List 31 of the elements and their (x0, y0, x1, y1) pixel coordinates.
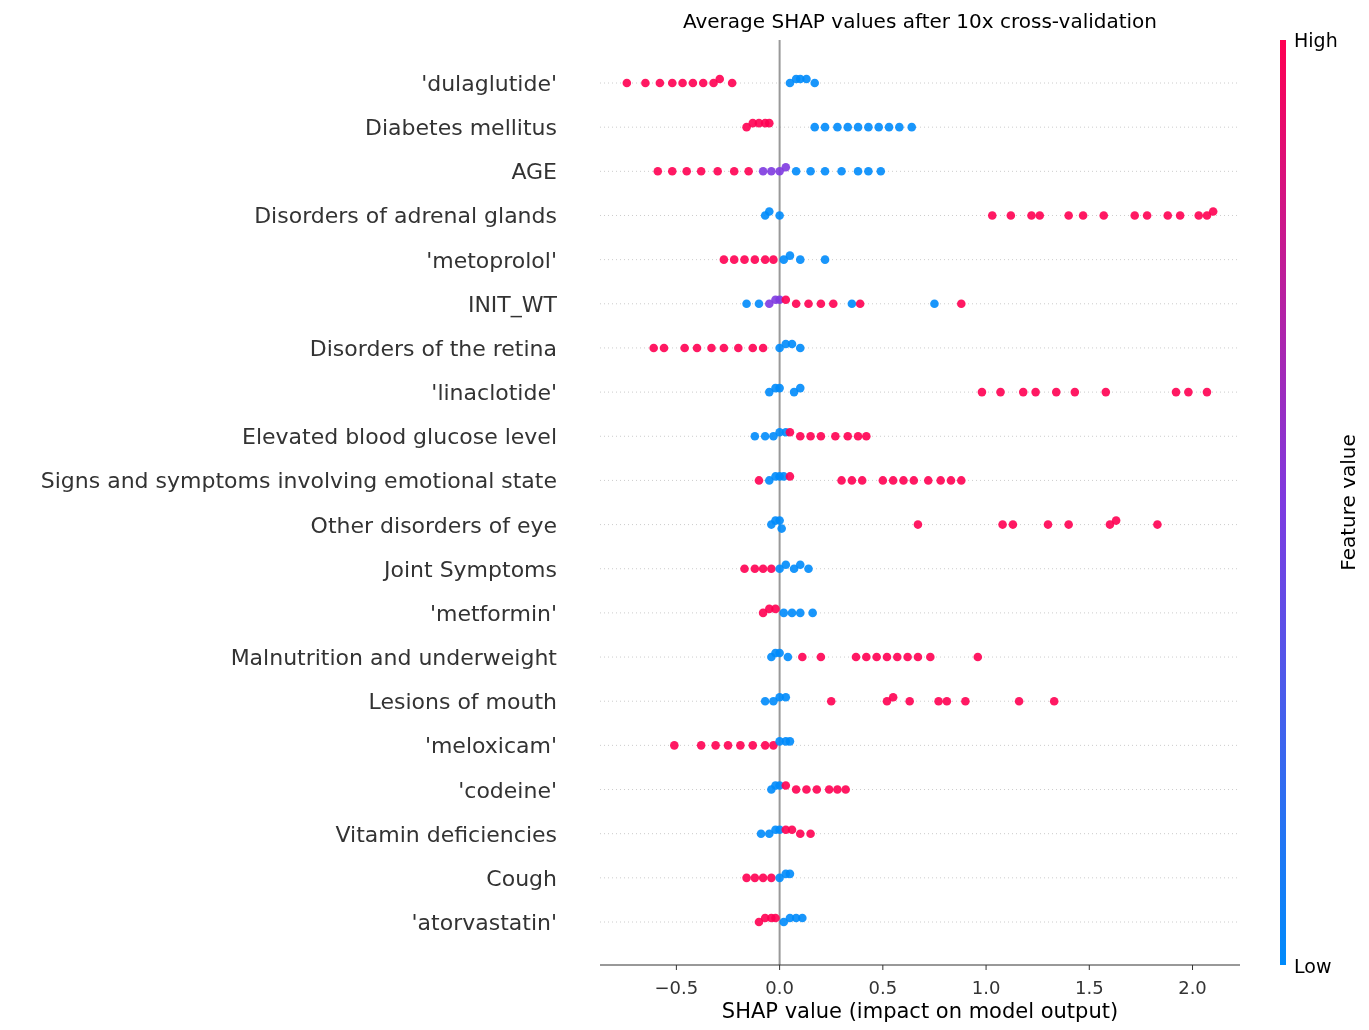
x-tick-label: −0.5 (654, 977, 699, 998)
y-tick-label: Vitamin deficiencies (335, 821, 557, 847)
y-tick-label: 'meloxicam' (424, 733, 557, 759)
y-tick-label: Cough (486, 865, 557, 891)
y-tick-label: 'dulaglutide' (421, 71, 557, 96)
y-tick-label: AGE (511, 159, 557, 185)
y-tick-label: Malnutrition and underweight (230, 645, 558, 671)
chart-title: Average SHAP values after 10x cross-validation (682, 9, 1158, 33)
y-tick-label: Other disorders of eye (310, 512, 557, 538)
x-tick-label: 1.0 (971, 977, 1001, 998)
x-tick-label: 0.0 (765, 977, 794, 998)
color-bar-label: Low (1294, 955, 1332, 977)
color-bar-label: High (1294, 29, 1338, 51)
y-tick-label: 'linaclotide' (431, 380, 557, 406)
y-tick-label: INIT_WT (467, 291, 558, 318)
y-tick-label: Disorders of adrenal glands (254, 203, 557, 229)
x-tick-label: 0.5 (868, 977, 898, 998)
y-tick-label: 'metformin' (429, 600, 557, 626)
y-tick-label: 'atorvastatin' (411, 910, 557, 935)
x-tick-label: 1.5 (1074, 977, 1104, 998)
y-tick-label: Diabetes mellitus (365, 115, 557, 141)
x-tick-label: 2.0 (1178, 977, 1207, 998)
y-tick-label: 'codeine' (458, 777, 557, 803)
x-axis-title: SHAP value (impact on model output) (721, 999, 1119, 1023)
y-tick-label: Disorders of the retina (309, 335, 557, 361)
y-tick-label: Signs and symptoms involving emotional state (40, 468, 557, 494)
y-tick-label: Joint Symptoms (382, 556, 557, 582)
color-bar-title: Feature value (1336, 434, 1360, 571)
y-tick-label: Lesions of mouth (368, 689, 557, 715)
y-tick-label: 'metoprolol' (426, 247, 557, 273)
y-tick-label: Elevated blood glucose level (241, 424, 557, 450)
